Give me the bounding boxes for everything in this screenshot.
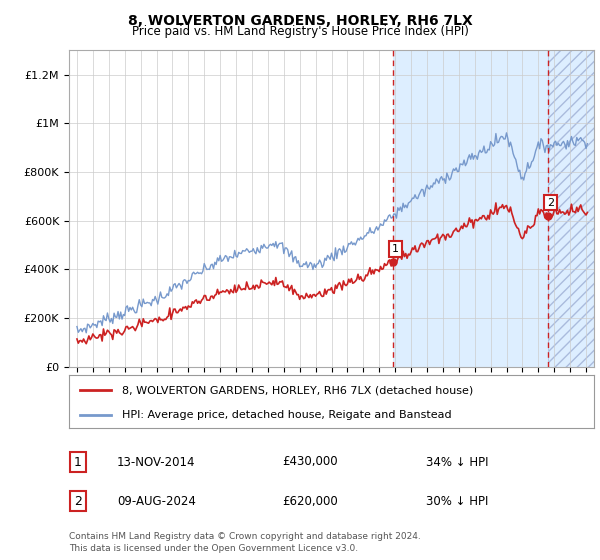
Text: 34% ↓ HPI: 34% ↓ HPI (426, 455, 488, 469)
Text: HPI: Average price, detached house, Reigate and Banstead: HPI: Average price, detached house, Reig… (121, 410, 451, 420)
Text: 1: 1 (74, 455, 82, 469)
Text: 2: 2 (74, 494, 82, 508)
Text: 13-NOV-2014: 13-NOV-2014 (117, 455, 196, 469)
Text: £620,000: £620,000 (282, 494, 338, 508)
Text: Contains HM Land Registry data © Crown copyright and database right 2024.
This d: Contains HM Land Registry data © Crown c… (69, 533, 421, 553)
Text: 1: 1 (392, 244, 399, 254)
Text: 30% ↓ HPI: 30% ↓ HPI (426, 494, 488, 508)
Text: Price paid vs. HM Land Registry's House Price Index (HPI): Price paid vs. HM Land Registry's House … (131, 25, 469, 38)
Text: 09-AUG-2024: 09-AUG-2024 (117, 494, 196, 508)
Text: 8, WOLVERTON GARDENS, HORLEY, RH6 7LX: 8, WOLVERTON GARDENS, HORLEY, RH6 7LX (128, 14, 472, 28)
Text: 2: 2 (547, 198, 554, 208)
Bar (548, 50, 594, 367)
Text: £430,000: £430,000 (282, 455, 338, 469)
Bar (548, 50, 594, 367)
Text: 8, WOLVERTON GARDENS, HORLEY, RH6 7LX (detached house): 8, WOLVERTON GARDENS, HORLEY, RH6 7LX (d… (121, 385, 473, 395)
Bar (393, 50, 548, 367)
